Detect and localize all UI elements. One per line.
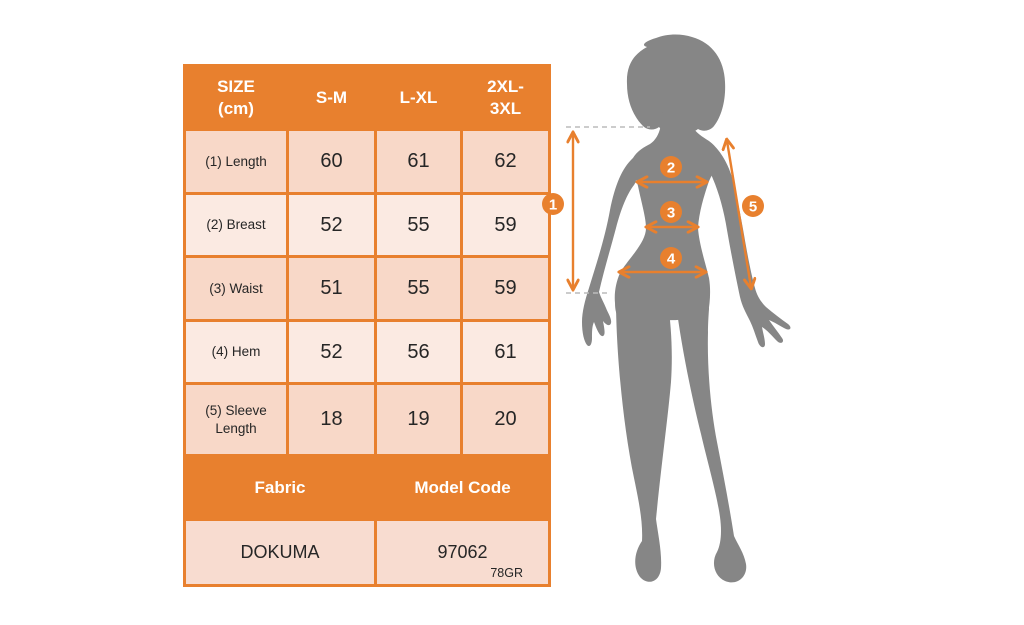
- model-code-value: 97062: [374, 518, 551, 587]
- cell-value: 60: [286, 128, 377, 195]
- badge-2-circle: [660, 156, 682, 178]
- left-arm-shape: [582, 158, 637, 347]
- header-col-2xl3xl: 2XL-3XL: [460, 64, 551, 131]
- cell-value: 59: [460, 192, 551, 258]
- body-measurement-diagram: 1 2 3 4 5: [542, 34, 791, 583]
- header-fabric: Fabric: [183, 454, 377, 521]
- table-row-length: (1) Length 60 61 62: [183, 128, 551, 195]
- row-label: (4) Hem: [183, 319, 289, 385]
- measurement-arrows: [573, 134, 751, 288]
- table-header-row: SIZE (cm) S-M L-XL 2XL-3XL: [183, 64, 551, 131]
- table-row-waist: (3) Waist 51 55 59: [183, 255, 551, 322]
- table-row-hem: (4) Hem 52 56 61: [183, 319, 551, 385]
- cell-value: 55: [374, 255, 463, 322]
- cell-value: 62: [460, 128, 551, 195]
- reference-dashes: [566, 126, 650, 294]
- fabric-value: DOKUMA: [183, 518, 377, 587]
- badge-5-circle: [742, 195, 764, 217]
- sleeve-arrow: [727, 141, 751, 287]
- cell-value: 55: [374, 192, 463, 258]
- table-meta-values-row: DOKUMA 97062: [183, 518, 551, 587]
- cell-value: 18: [286, 382, 377, 457]
- table-meta-header-row: Fabric Model Code: [183, 454, 551, 521]
- badge-3-circle: [660, 201, 682, 223]
- table-row-sleeve-length: (5) Sleeve Length 18 19 20: [183, 382, 551, 457]
- cell-value: 52: [286, 192, 377, 258]
- cell-value: 56: [374, 319, 463, 385]
- badge-1-circle: [542, 193, 564, 215]
- cell-value: 51: [286, 255, 377, 322]
- badge-1-number: 1: [549, 197, 557, 214]
- header-col-sm: S-M: [286, 64, 377, 131]
- female-silhouette: [582, 34, 791, 583]
- header-col-lxl: L-XL: [374, 64, 463, 131]
- badge-2-number: 2: [667, 160, 675, 177]
- table-row-breast: (2) Breast 52 55 59: [183, 192, 551, 258]
- left-leg-shape: [616, 300, 672, 582]
- row-label: (2) Breast: [183, 192, 289, 258]
- size-table: SIZE (cm) S-M L-XL 2XL-3XL (1) Length 60…: [183, 64, 551, 587]
- head-shape: [626, 34, 726, 133]
- header-model-code: Model Code: [374, 454, 551, 521]
- header-size-cm: SIZE (cm): [183, 64, 289, 131]
- right-leg-shape: [676, 304, 747, 583]
- weight-note: 78GR: [490, 566, 523, 580]
- right-arm-shape: [704, 142, 791, 348]
- badge-4-number: 4: [667, 251, 676, 268]
- cell-value: 59: [460, 255, 551, 322]
- measurement-badges: 1 2 3 4 5: [542, 156, 764, 269]
- badge-5-number: 5: [749, 199, 757, 216]
- row-label: (1) Length: [183, 128, 289, 195]
- cell-value: 52: [286, 319, 377, 385]
- badge-4-circle: [660, 247, 682, 269]
- row-label: (5) Sleeve Length: [183, 382, 289, 457]
- cell-value: 19: [374, 382, 463, 457]
- badge-3-number: 3: [667, 205, 675, 222]
- cell-value: 61: [460, 319, 551, 385]
- row-label: (3) Waist: [183, 255, 289, 322]
- cell-value: 20: [460, 382, 551, 457]
- cell-value: 61: [374, 128, 463, 195]
